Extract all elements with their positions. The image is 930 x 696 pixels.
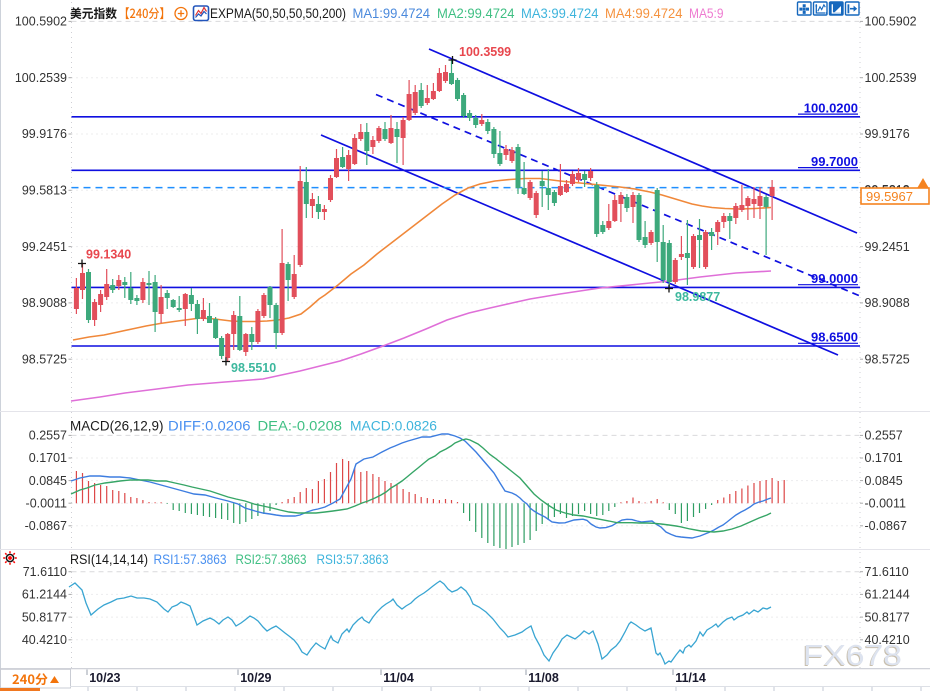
svg-text:DIFF:0.0206: DIFF:0.0206	[168, 419, 251, 434]
svg-text:100.2539: 100.2539	[15, 71, 67, 85]
svg-text:99.2451: 99.2451	[865, 240, 910, 254]
svg-text:100.5902: 100.5902	[15, 15, 67, 29]
svg-text:99.9176: 99.9176	[22, 127, 67, 141]
svg-text:RSI2:57.3863: RSI2:57.3863	[236, 552, 307, 567]
svg-text:99.9176: 99.9176	[865, 127, 910, 141]
svg-text:0.2557: 0.2557	[865, 429, 903, 443]
svg-text:-0.0011: -0.0011	[26, 496, 68, 510]
svg-text:99.7000: 99.7000	[811, 154, 858, 169]
svg-text:EXPMA(50,50,50,50,200): EXPMA(50,50,50,50,200)	[210, 6, 346, 21]
svg-text:98.6500: 98.6500	[811, 330, 858, 345]
svg-text:MA2:99.4724: MA2:99.4724	[437, 6, 515, 21]
svg-text:98.5725: 98.5725	[865, 352, 910, 366]
svg-text:50.8177: 50.8177	[865, 610, 910, 624]
svg-text:98.9088: 98.9088	[22, 296, 67, 310]
svg-text:RSI1:57.3863: RSI1:57.3863	[154, 552, 227, 567]
svg-text:61.2144: 61.2144	[22, 588, 67, 602]
svg-text:MA3:99.4724: MA3:99.4724	[521, 6, 599, 21]
svg-text:10/23: 10/23	[89, 671, 120, 685]
svg-text:RSI(14,14,14): RSI(14,14,14)	[70, 552, 148, 567]
svg-text:FX678: FX678	[803, 640, 902, 672]
svg-text:98.9877: 98.9877	[675, 290, 720, 304]
svg-text:DEA:-0.0208: DEA:-0.0208	[258, 419, 343, 434]
svg-text:-0.0867: -0.0867	[865, 519, 907, 533]
svg-text:MACD(26,12,9): MACD(26,12,9)	[70, 419, 164, 434]
svg-text:11/04: 11/04	[383, 671, 414, 685]
svg-text:100.0200: 100.0200	[804, 100, 858, 115]
svg-text:11/14: 11/14	[675, 671, 706, 685]
svg-text:99.1340: 99.1340	[86, 248, 131, 262]
svg-text:99.2451: 99.2451	[22, 240, 67, 254]
svg-text:98.5510: 98.5510	[231, 361, 276, 375]
svg-text:RSI3:57.3863: RSI3:57.3863	[317, 552, 389, 567]
svg-text:99.5967: 99.5967	[866, 189, 913, 204]
svg-text:11/08: 11/08	[528, 671, 559, 685]
svg-text:0.0845: 0.0845	[29, 474, 67, 488]
svg-text:0.2557: 0.2557	[29, 429, 67, 443]
svg-text:98.9088: 98.9088	[865, 296, 910, 310]
svg-text:MA4:99.4724: MA4:99.4724	[605, 6, 683, 21]
svg-text:99.0000: 99.0000	[811, 271, 858, 286]
svg-text:98.5725: 98.5725	[22, 352, 67, 366]
svg-text:MA5:9: MA5:9	[689, 6, 724, 21]
svg-text:50.8177: 50.8177	[22, 610, 67, 624]
svg-text:100.5902: 100.5902	[865, 15, 917, 29]
svg-text:0.1701: 0.1701	[865, 451, 903, 465]
svg-text:40.4210: 40.4210	[22, 633, 67, 647]
svg-text:99.5813: 99.5813	[22, 184, 67, 198]
svg-text:100.3599: 100.3599	[459, 45, 511, 59]
svg-text:40.4210: 40.4210	[865, 633, 910, 647]
svg-text:0.1701: 0.1701	[29, 451, 67, 465]
svg-text:61.2144: 61.2144	[865, 588, 910, 602]
svg-text:FX678: FX678	[802, 641, 901, 673]
svg-text:MACD:0.0826: MACD:0.0826	[350, 419, 437, 434]
svg-text:MA1:99.4724: MA1:99.4724	[353, 6, 431, 21]
svg-text:0.0845: 0.0845	[865, 474, 903, 488]
svg-text:-0.0867: -0.0867	[25, 519, 67, 533]
svg-text:71.6110: 71.6110	[23, 565, 67, 579]
svg-text:71.6110: 71.6110	[865, 565, 909, 579]
svg-text:-0.0011: -0.0011	[865, 496, 907, 510]
svg-text:10/29: 10/29	[240, 671, 271, 685]
svg-text:100.2539: 100.2539	[865, 71, 917, 85]
